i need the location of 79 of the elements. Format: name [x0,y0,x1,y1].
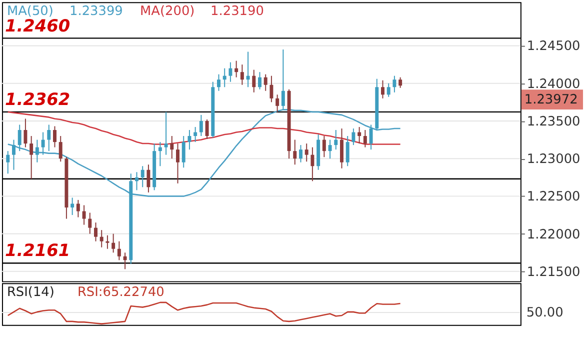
chart-title: RSI(14) [6,285,54,300]
candlestick [140,166,144,188]
candlestick [53,126,56,148]
y-tick-label: 1.22000 [526,227,580,242]
candlestick [304,143,308,162]
candlestick [299,144,302,163]
candlestick [270,75,274,103]
candlestick [240,64,244,86]
candlestick [310,146,314,182]
candlestick [164,111,168,156]
ref-line-label: 1.2161 [4,240,70,260]
annotation: 1.23190 [210,4,264,20]
candlestick [252,69,256,93]
y-tick-label: 1.23000 [526,152,580,168]
candlestick [18,124,22,152]
candlestick [58,136,62,162]
candlestick [334,129,338,150]
y-tick-label: 1.21500 [526,264,580,280]
candlestick [24,118,28,148]
candlestick [281,49,285,110]
candlestick [158,142,162,167]
candlestick [88,212,92,234]
candlestick [170,136,174,160]
y-tick-label: 1.24000 [526,76,580,92]
candlestick [363,129,367,148]
candlestick [386,82,390,98]
y-tick-label: 1.24500 [526,39,580,54]
candlestick [217,74,220,92]
y-tick-label: 1.22500 [526,190,580,205]
candlestick [76,199,80,218]
candlestick [246,51,250,88]
candlestick [94,222,98,242]
text: MA(200) [140,4,195,20]
candlestick [264,74,268,92]
candlestick [123,252,127,270]
candlestick [12,139,16,170]
candlestick [258,72,262,90]
candlestick [41,132,45,156]
candlestick [194,126,198,143]
candlestick [392,75,396,93]
candlestick [340,128,344,169]
line-series [7,109,401,197]
y-tick-label: 1.23500 [526,114,580,130]
candlestick [199,114,203,137]
candlestick [398,76,402,88]
candlestick [6,150,10,174]
ref-line-label: 1.2362 [4,88,70,109]
candlestick [346,136,350,167]
candlestick [182,136,186,168]
candlestick [146,164,150,193]
candlestick [106,234,110,250]
candlestick [70,197,74,216]
annotation: 1.23399 [70,4,123,20]
candlestick [222,68,226,88]
candlestick [47,124,51,152]
candlestick [176,143,180,184]
candlestick [135,172,138,191]
text: 1.23972 [524,92,578,108]
candlestick [30,136,34,180]
candlestick [228,62,232,82]
candlestick [358,126,362,144]
candlestick [322,136,326,158]
candlestick [369,124,373,150]
candlestick [352,128,356,146]
text: MA(50) [6,4,54,20]
candlestick [205,118,209,140]
candlestick [100,230,104,248]
candlestick [276,94,280,112]
candlestick [293,139,297,166]
candlestick [35,139,39,163]
candlestick [117,240,121,261]
candlestick [234,60,238,78]
text: RSI:65.22740 [77,285,164,300]
candlestick [112,233,116,254]
candlestick [188,129,192,150]
text: 50.00 [526,306,564,321]
candlestick [381,80,384,99]
candlestick [82,204,86,226]
candlestick [328,139,332,160]
